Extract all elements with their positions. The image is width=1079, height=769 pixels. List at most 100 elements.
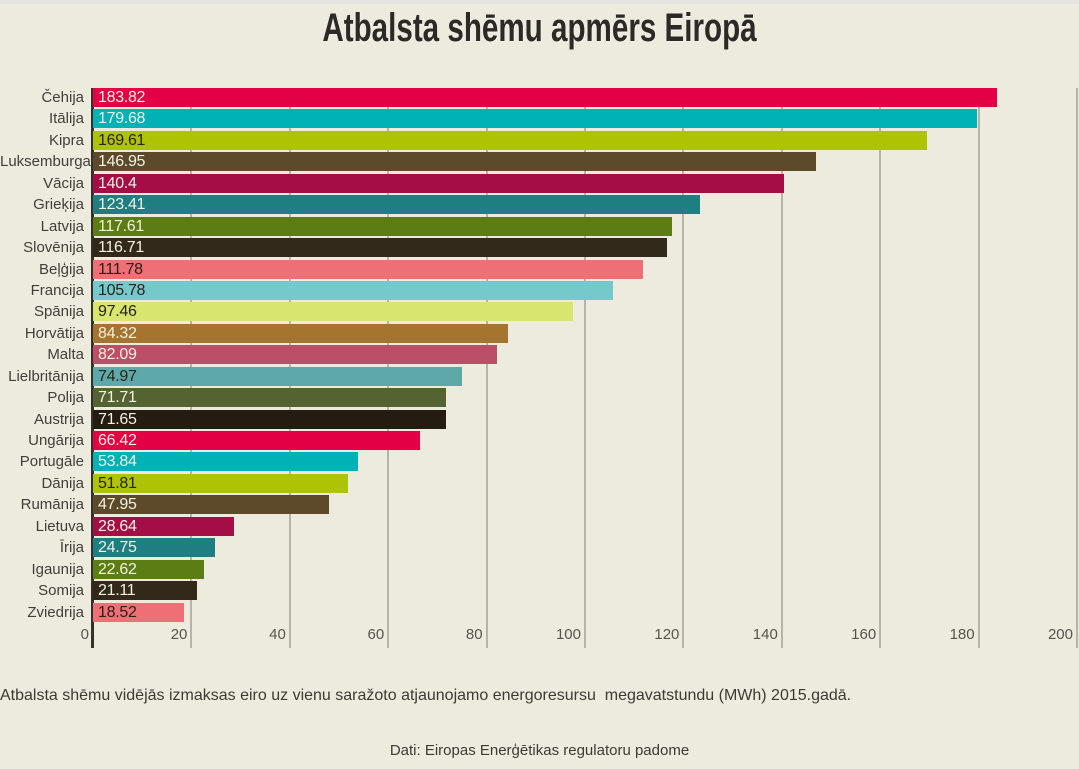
bar: 18.52: [93, 602, 185, 622]
bar-value-label: 51.81: [98, 474, 137, 492]
country-label: Polija: [47, 389, 84, 407]
x-axis-tick-label: 60: [367, 626, 385, 643]
country-label: Somija: [38, 582, 84, 600]
country-label: Īrija: [59, 539, 84, 557]
country-label: Itālija: [48, 110, 84, 128]
bar: 123.41: [93, 195, 701, 215]
x-axis-tick-label: 140: [752, 626, 778, 643]
bar: 84.32: [93, 323, 508, 343]
bar-value-label: 53.84: [98, 453, 137, 471]
bar-row: Beļģija 111.78: [0, 259, 1079, 279]
gridline: [879, 88, 882, 648]
country-label: Malta: [47, 346, 84, 364]
bar-row: Francija 105.78: [0, 280, 1079, 300]
bar-row: Vācija 140.4: [0, 173, 1079, 193]
bar-value-label: 123.41: [98, 196, 146, 214]
bar: 66.42: [93, 431, 420, 451]
bar-value-label: 21.11: [98, 582, 136, 600]
bar: 111.78: [93, 259, 643, 279]
bar-row: Igaunija 22.62: [0, 559, 1079, 579]
bar-row: Horvātija 84.32: [0, 323, 1079, 343]
bar: 51.81: [93, 473, 348, 493]
bar-row: Malta 82.09: [0, 345, 1079, 365]
bar: 116.71: [93, 238, 668, 258]
country-label: Beļģija: [38, 260, 84, 278]
bar-row: Austrija 71.65: [0, 409, 1079, 429]
bar-row: Luksemburga 146.95: [0, 152, 1079, 172]
bar-row: Slovēnija 116.71: [0, 238, 1079, 258]
bar-value-label: 71.65: [98, 410, 137, 428]
bar: 71.71: [93, 388, 446, 408]
bar-row: Dānija 51.81: [0, 473, 1079, 493]
bar-value-label: 18.52: [98, 603, 137, 621]
country-label: Portugāle: [19, 453, 84, 471]
bar-row: Īrija 24.75: [0, 538, 1079, 558]
bar-value-label: 74.97: [98, 367, 137, 385]
bar-value-label: 169.61: [98, 131, 146, 149]
bar-row: Latvija 117.61: [0, 216, 1079, 236]
bar: 22.62: [93, 559, 205, 579]
bar: 140.4: [93, 173, 784, 193]
chart-source: Dati: Eiropas Enerģētikas regulatoru pad…: [389, 742, 690, 759]
bar-row: Čehija 183.82: [0, 88, 1079, 107]
chart-note: Atbalsta shēmu vidējās izmaksas eiro uz …: [0, 687, 852, 704]
gridline: [584, 88, 586, 648]
bar-value-label: 146.95: [98, 153, 146, 171]
bar-value-label: 179.68: [98, 110, 146, 128]
bar-row: Grieķija 123.41: [0, 195, 1079, 215]
bar-row: Ungārija 66.42: [0, 431, 1079, 451]
bar: 74.97: [93, 366, 462, 386]
gridline: [682, 88, 685, 648]
bar-row: Polija 71.71: [0, 388, 1079, 408]
x-axis-tick-label: 200: [1047, 626, 1073, 643]
country-label: Zviedrija: [27, 603, 84, 621]
bar: 47.95: [93, 495, 329, 515]
bar: 97.46: [93, 302, 573, 322]
top-strip: [0, 0, 1079, 4]
bar: 117.61: [93, 216, 672, 236]
x-axis-tick-label: 80: [465, 626, 483, 643]
bar-row: Lielbritānija 74.97: [0, 366, 1079, 386]
country-label: Latvija: [40, 217, 84, 235]
bar-value-label: 116.71: [98, 239, 144, 257]
country-label: Luksemburga: [0, 153, 91, 171]
bar: 105.78: [93, 280, 614, 300]
bar-value-label: 183.82: [98, 89, 146, 106]
bar-value-label: 140.4: [98, 174, 137, 192]
country-label: Horvātija: [24, 324, 84, 342]
country-label: Igaunija: [31, 560, 84, 578]
bar: 183.82: [93, 88, 998, 107]
x-axis-tick-label: 120: [654, 626, 680, 643]
bar-row: Lietuva 28.64: [0, 516, 1079, 536]
gridline: [485, 88, 488, 648]
bar: 53.84: [93, 452, 358, 472]
country-label: Dānija: [41, 474, 84, 492]
bar-row: Portugāle 53.84: [0, 452, 1079, 472]
bar-value-label: 97.46: [98, 303, 137, 321]
country-label: Lietuva: [35, 517, 84, 535]
bar-value-label: 66.42: [98, 432, 137, 450]
x-axis-tick-label: 160: [851, 626, 877, 643]
bar-value-label: 82.09: [98, 346, 137, 364]
country-label: Čehija: [41, 89, 84, 106]
country-label: Austrija: [33, 410, 84, 428]
bar-chart: Čehija 183.82 Itālija 179.68 Kipra 169.61 Luks…: [0, 88, 1079, 648]
bar: 146.95: [93, 152, 816, 172]
x-axis-tick-label: 40: [269, 626, 286, 643]
bar-value-label: 84.32: [98, 324, 137, 342]
bar-row: Itālija 179.68: [0, 109, 1079, 129]
bar-value-label: 24.75: [98, 539, 137, 557]
y-axis-line: [91, 88, 94, 648]
bar-value-label: 47.95: [98, 496, 137, 514]
x-axis-tick-label: 100: [555, 626, 581, 643]
bar: 82.09: [93, 345, 497, 365]
country-label: Francija: [30, 281, 84, 299]
bar: 169.61: [93, 130, 928, 150]
gridline: [977, 88, 980, 648]
bar: 71.65: [93, 409, 446, 429]
bar-value-label: 111.78: [98, 260, 143, 278]
bar: 179.68: [93, 109, 978, 129]
bar-row: Somija 21.11: [0, 581, 1079, 601]
country-label: Vācija: [43, 174, 84, 192]
